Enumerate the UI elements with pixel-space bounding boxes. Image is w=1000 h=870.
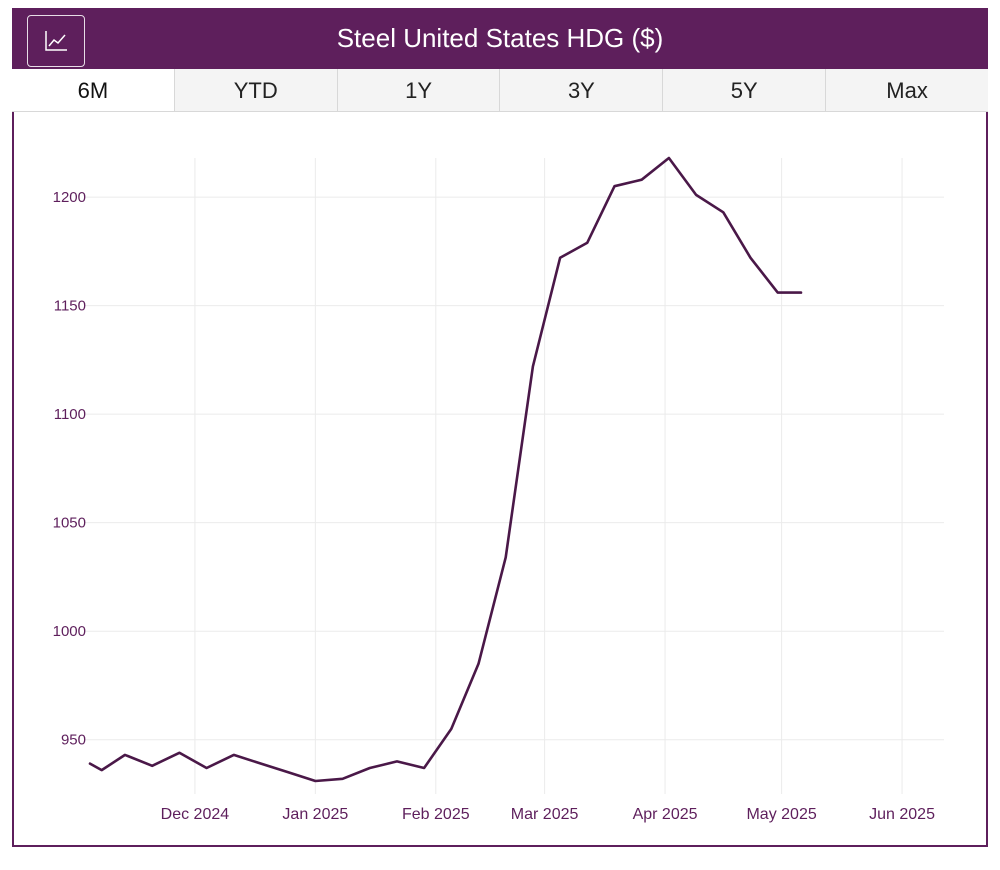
x-tick-label: Jan 2025 bbox=[282, 806, 348, 823]
line-chart-icon bbox=[45, 31, 67, 51]
data-point[interactable] bbox=[556, 254, 564, 262]
x-tick-label: Feb 2025 bbox=[402, 806, 470, 823]
data-point[interactable] bbox=[98, 766, 106, 774]
y-axis: 950 1000 1050 1100 1150 1200 bbox=[53, 189, 86, 749]
series bbox=[86, 154, 805, 785]
y-tick-label: 1150 bbox=[54, 298, 86, 315]
chart-header: Steel United States HDG ($) bbox=[12, 8, 988, 69]
data-point[interactable] bbox=[747, 254, 755, 262]
tab-ytd[interactable]: YTD bbox=[175, 69, 338, 111]
data-point[interactable] bbox=[475, 660, 483, 668]
time-range-tabs: 6M YTD 1Y 3Y 5Y Max bbox=[12, 69, 988, 112]
data-point[interactable] bbox=[366, 764, 374, 772]
tab-5y[interactable]: 5Y bbox=[663, 69, 827, 111]
series-line bbox=[88, 156, 803, 783]
data-point[interactable] bbox=[665, 154, 673, 162]
x-tick-label: Mar 2025 bbox=[511, 806, 579, 823]
data-point[interactable] bbox=[611, 182, 619, 190]
y-tick-label: 1100 bbox=[54, 406, 86, 423]
data-point[interactable] bbox=[583, 239, 591, 247]
data-point[interactable] bbox=[339, 775, 347, 783]
data-point[interactable] bbox=[284, 768, 292, 776]
x-tick-label: Dec 2024 bbox=[161, 806, 230, 823]
data-point[interactable] bbox=[797, 289, 805, 297]
chart-title: Steel United States HDG ($) bbox=[336, 23, 664, 53]
data-point[interactable] bbox=[529, 362, 537, 370]
grid bbox=[84, 158, 944, 794]
x-axis: Dec 2024 Jan 2025 Feb 2025 Mar 2025 Apr 2025… bbox=[161, 806, 935, 823]
tab-1y[interactable]: 1Y bbox=[338, 69, 501, 111]
data-point[interactable] bbox=[148, 762, 156, 770]
x-tick-label: Apr 2025 bbox=[633, 806, 698, 823]
data-point[interactable] bbox=[230, 751, 238, 759]
tab-6m[interactable]: 6M bbox=[12, 69, 175, 111]
y-tick-label: 950 bbox=[61, 732, 86, 749]
data-point[interactable] bbox=[393, 757, 401, 765]
y-tick-label: 1200 bbox=[53, 189, 86, 206]
data-point[interactable] bbox=[203, 764, 211, 772]
data-point[interactable] bbox=[121, 751, 129, 759]
x-tick-label: May 2025 bbox=[746, 806, 816, 823]
data-point[interactable] bbox=[420, 764, 428, 772]
tab-max[interactable]: Max bbox=[886, 78, 928, 103]
line-chart: 950 1000 1050 1100 1150 1200 Dec 2024 Jan 2025… bbox=[53, 154, 944, 823]
data-point[interactable] bbox=[692, 191, 700, 199]
tab-3y[interactable]: 3Y bbox=[500, 69, 664, 111]
data-point[interactable] bbox=[257, 760, 265, 768]
data-point[interactable] bbox=[638, 176, 646, 184]
y-tick-label: 1050 bbox=[53, 515, 86, 532]
chart-area: 950 1000 1050 1100 1150 1200 Dec 2024 Jan 2025… bbox=[12, 112, 988, 847]
x-tick-label: Jun 2025 bbox=[869, 806, 935, 823]
data-point[interactable] bbox=[719, 208, 727, 216]
data-point[interactable] bbox=[774, 289, 782, 297]
y-tick-label: 1000 bbox=[53, 623, 86, 640]
data-point[interactable] bbox=[175, 749, 183, 757]
data-point[interactable] bbox=[311, 777, 319, 785]
chart-type-button[interactable] bbox=[27, 15, 85, 67]
data-point[interactable] bbox=[447, 725, 455, 733]
data-point[interactable] bbox=[502, 553, 510, 561]
data-point[interactable] bbox=[86, 760, 94, 768]
